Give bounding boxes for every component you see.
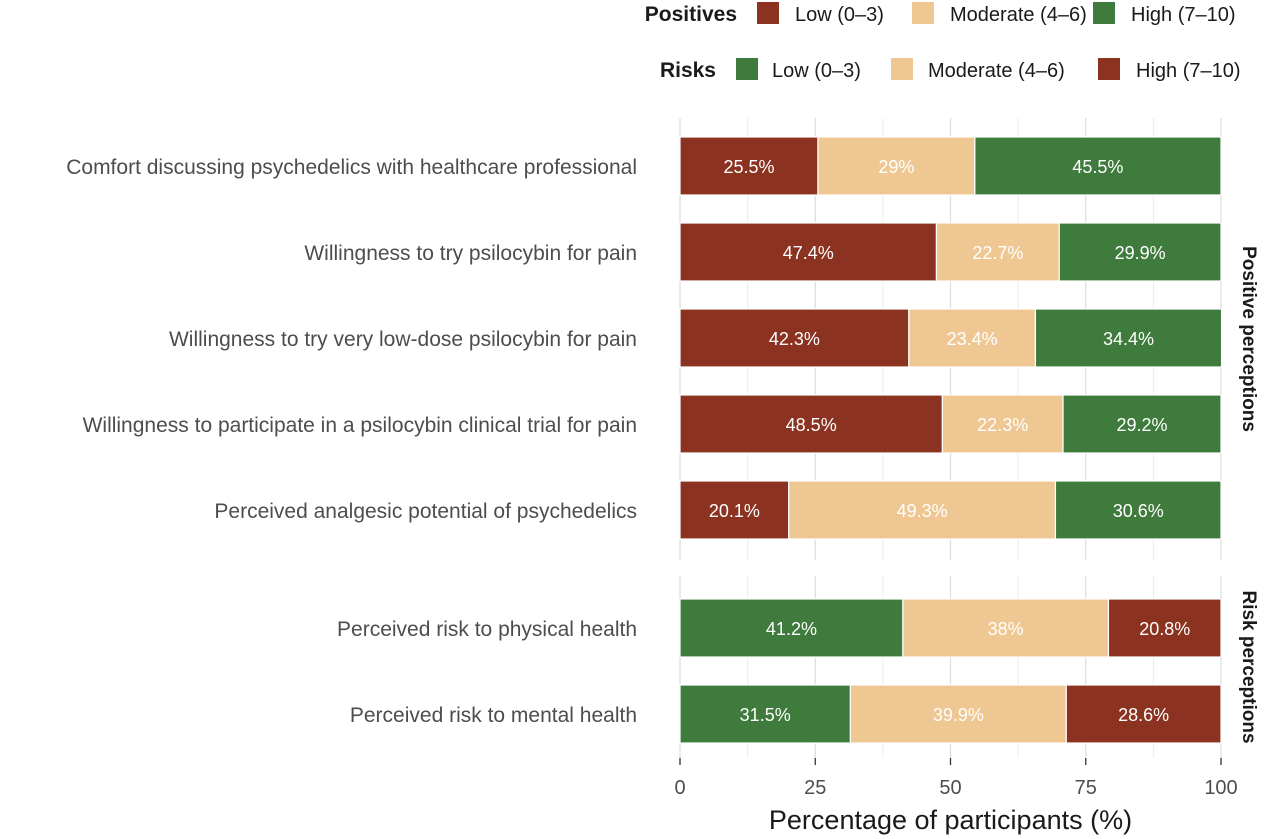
facet-strip-label: Positive perceptions xyxy=(1238,246,1259,432)
bar-segment xyxy=(941,394,1064,454)
bar-segment xyxy=(1062,394,1222,454)
x-tick-label: 0 xyxy=(674,777,685,799)
data-label: 38% xyxy=(988,619,1024,639)
bar-segment xyxy=(1058,222,1222,282)
data-label: 34.4% xyxy=(1103,329,1154,349)
category-label: Comfort discussing psychedelics with hea… xyxy=(66,156,637,179)
x-axis: 0 25 50 75 100 Percentage of participants (%) xyxy=(674,758,1238,835)
bar-segment xyxy=(974,136,1222,196)
category-label: Willingness to try very low-dose psilocy… xyxy=(169,328,637,351)
legend-label: Moderate (4–6) xyxy=(950,4,1087,26)
data-label: 49.3% xyxy=(897,501,948,521)
legend-label: High (7–10) xyxy=(1136,60,1241,82)
legend-label: Low (0–3) xyxy=(772,60,861,82)
legend-swatch xyxy=(1093,2,1115,24)
panel-positive: 25.5% 29% 45.5% Comfort discussing psychede… xyxy=(66,118,1259,560)
legend-label: Moderate (4–6) xyxy=(928,60,1065,82)
bar-segment xyxy=(1107,598,1222,658)
legend-swatch xyxy=(736,58,758,80)
legend-label: High (7–10) xyxy=(1131,4,1236,26)
legend-title: Positives xyxy=(645,3,737,26)
facet-strip-label: Risk perceptions xyxy=(1238,590,1259,743)
category-label: Perceived analgesic potential of psyched… xyxy=(214,500,637,523)
category-label: Willingness to try psilocybin for pain xyxy=(304,242,637,265)
x-axis-title: Percentage of participants (%) xyxy=(769,805,1132,835)
x-tick-label: 25 xyxy=(804,777,826,799)
data-label: 42.3% xyxy=(769,329,820,349)
bar-segment xyxy=(679,480,790,540)
data-label: 45.5% xyxy=(1072,157,1123,177)
bar-segment xyxy=(679,684,852,744)
legend-swatch xyxy=(1098,58,1120,80)
data-label: 22.7% xyxy=(972,243,1023,263)
bar-segment xyxy=(849,684,1067,744)
chart-panels: 25.5% 29% 45.5% Comfort discussing psychede… xyxy=(66,118,1259,758)
category-label: Willingness to participate in a psilocyb… xyxy=(83,414,637,437)
category-label: Perceived risk to mental health xyxy=(350,704,637,727)
x-tick-label: 100 xyxy=(1204,777,1237,799)
data-label: 30.6% xyxy=(1113,501,1164,521)
data-label: 41.2% xyxy=(766,619,817,639)
legend-swatch xyxy=(757,2,779,24)
bar-segment xyxy=(679,394,943,454)
bar-segment xyxy=(902,598,1110,658)
bar-segment xyxy=(1065,684,1222,744)
data-label: 20.8% xyxy=(1139,619,1190,639)
legend-swatch xyxy=(912,2,934,24)
legend-group-risks: Risks Low (0–3) Moderate (4–6) High (7–10) xyxy=(660,58,1241,82)
legend-group-positives: Positives Low (0–3) Moderate (4–6) High (7–… xyxy=(645,2,1236,26)
data-label: 29.9% xyxy=(1115,243,1166,263)
data-label: 22.3% xyxy=(977,415,1028,435)
legend-label: Low (0–3) xyxy=(795,4,884,26)
data-label: 39.9% xyxy=(933,705,984,725)
data-label: 48.5% xyxy=(786,415,837,435)
legend-swatch xyxy=(891,58,913,80)
data-label: 23.4% xyxy=(947,329,998,349)
data-label: 29% xyxy=(878,157,914,177)
data-label: 47.4% xyxy=(783,243,834,263)
bar-segment xyxy=(908,308,1037,368)
panel-risk: 41.2% 38% 20.8% Perceived risk to physical … xyxy=(337,576,1259,758)
data-label: 31.5% xyxy=(740,705,791,725)
data-label: 28.6% xyxy=(1118,705,1169,725)
data-label: 29.2% xyxy=(1116,415,1167,435)
legend-title: Risks xyxy=(660,59,716,82)
x-tick-label: 75 xyxy=(1075,777,1097,799)
bar-segment xyxy=(788,480,1057,540)
bar-segment xyxy=(1054,480,1222,540)
bar-segment xyxy=(1034,308,1223,368)
legend: Positives Low (0–3) Moderate (4–6) High (7–… xyxy=(645,2,1241,82)
category-label: Perceived risk to physical health xyxy=(337,618,637,641)
bar-segment xyxy=(679,308,910,368)
data-label: 20.1% xyxy=(709,501,760,521)
x-tick-label: 50 xyxy=(939,777,961,799)
data-label: 25.5% xyxy=(723,157,774,177)
